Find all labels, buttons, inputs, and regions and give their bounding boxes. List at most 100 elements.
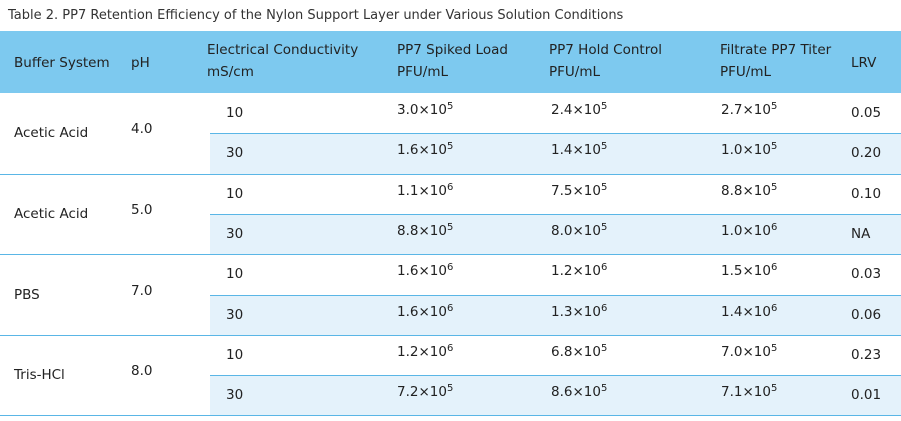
row-shade — [210, 375, 901, 416]
exponent: 6 — [446, 302, 454, 314]
row-shade — [210, 213, 901, 255]
lrv-cell: 0.03 — [851, 266, 882, 283]
group-divider — [0, 415, 901, 417]
group-divider — [0, 173, 901, 175]
table-title: Table 2. PP7 Retention Efficiency of the… — [8, 8, 624, 23]
conductivity-cell: 30 — [226, 387, 244, 404]
sci-value: 1.2×106 — [397, 343, 453, 360]
sci-value: 8.6×105 — [551, 383, 607, 400]
sci-value: 3.0×105 — [397, 101, 453, 118]
ph-cell: 8.0 — [131, 363, 153, 380]
lrv-cell: 0.20 — [851, 145, 882, 162]
sci-value: 8.8×105 — [397, 222, 453, 239]
mantissa: 1.1×10 — [397, 182, 447, 199]
exponent: 6 — [770, 262, 778, 274]
row-divider — [210, 133, 901, 135]
row-divider — [210, 294, 901, 296]
exponent: 6 — [446, 262, 454, 274]
header-cell: PP7 Spiked Load — [397, 42, 508, 58]
header-cell: PP7 Hold Control — [549, 42, 662, 58]
mantissa: 1.0×10 — [721, 222, 771, 239]
exponent: 5 — [600, 141, 608, 153]
sci-value: 7.5×105 — [551, 182, 607, 199]
header-cell: PFU/mL — [720, 64, 772, 80]
mantissa: 1.2×10 — [551, 263, 601, 280]
exponent: 5 — [600, 181, 608, 193]
sci-value: 1.6×106 — [397, 262, 453, 279]
conductivity-cell: 30 — [226, 145, 244, 162]
exponent: 6 — [600, 262, 608, 274]
sci-value: 7.0×105 — [721, 343, 777, 360]
lrv-cell: NA — [851, 225, 871, 242]
exponent: 5 — [600, 221, 608, 233]
sci-value: 1.6×106 — [397, 303, 453, 320]
row-divider — [210, 213, 901, 215]
mantissa: 8.8×10 — [397, 222, 447, 239]
sci-value: 1.4×105 — [551, 141, 607, 158]
conductivity-cell: 10 — [226, 105, 244, 121]
mantissa: 1.0×10 — [721, 142, 771, 159]
exponent: 5 — [446, 101, 454, 112]
mantissa: 1.6×10 — [397, 142, 447, 159]
sci-value: 7.1×105 — [721, 383, 777, 400]
sci-value: 2.7×105 — [721, 101, 777, 118]
group-divider — [0, 334, 901, 336]
conductivity-cell: 30 — [226, 225, 244, 242]
buffer-cell: Tris-HCl — [14, 367, 65, 384]
mantissa: 1.3×10 — [551, 303, 601, 320]
ph-cell: 4.0 — [131, 121, 153, 138]
sci-value: 1.0×105 — [721, 141, 777, 158]
exponent: 6 — [770, 221, 778, 233]
header-cell: PFU/mL — [549, 64, 601, 80]
mantissa: 2.4×10 — [551, 102, 601, 118]
conductivity-cell: 10 — [226, 185, 244, 202]
sci-value: 1.1×106 — [397, 182, 453, 199]
mantissa: 7.0×10 — [721, 343, 771, 360]
buffer-cell: PBS — [14, 286, 40, 303]
header-cell: LRV — [851, 55, 877, 71]
mantissa: 6.8×10 — [551, 343, 601, 360]
sci-value: 1.4×106 — [721, 303, 777, 320]
buffer-cell: Acetic Acid — [14, 205, 89, 222]
header-cell: mS/cm — [207, 64, 254, 80]
exponent: 5 — [600, 101, 608, 112]
exponent: 5 — [770, 101, 778, 112]
conductivity-cell: 30 — [226, 306, 244, 323]
header-cell: Buffer System — [14, 55, 110, 71]
mantissa: 1.6×10 — [397, 263, 447, 280]
sci-value: 1.2×106 — [551, 262, 607, 279]
exponent: 5 — [770, 342, 778, 354]
mantissa: 8.0×10 — [551, 222, 601, 239]
ph-cell: 7.0 — [131, 282, 153, 299]
sci-value: 7.2×105 — [397, 383, 453, 400]
exponent: 6 — [600, 302, 608, 314]
sci-value: 2.4×105 — [551, 101, 607, 118]
mantissa: 7.1×10 — [721, 384, 771, 401]
header-cell: Electrical Conductivity — [207, 42, 359, 58]
mantissa: 1.4×10 — [551, 142, 601, 159]
mantissa: 1.4×10 — [721, 303, 771, 320]
sci-value: 1.6×105 — [397, 141, 453, 158]
exponent: 5 — [446, 221, 454, 233]
header-cell: Filtrate PP7 Titer — [720, 42, 832, 58]
ph-cell: 5.0 — [131, 201, 153, 218]
mantissa: 7.2×10 — [397, 384, 447, 401]
header-row — [0, 31, 901, 93]
sci-value: 8.8×105 — [721, 182, 777, 199]
buffer-cell: Acetic Acid — [14, 125, 89, 142]
mantissa: 1.5×10 — [721, 263, 771, 280]
lrv-cell: 0.23 — [851, 346, 882, 363]
exponent: 5 — [600, 383, 608, 395]
mantissa: 1.6×10 — [397, 303, 447, 320]
exponent: 5 — [446, 383, 454, 395]
exponent: 6 — [770, 302, 778, 314]
mantissa: 7.5×10 — [551, 182, 601, 199]
row-shade — [210, 133, 901, 174]
mantissa: 2.7×10 — [721, 102, 771, 118]
exponent: 5 — [770, 141, 778, 153]
sci-value: 1.5×106 — [721, 262, 777, 279]
lrv-cell: 0.10 — [851, 185, 882, 202]
mantissa: 3.0×10 — [397, 102, 447, 118]
mantissa: 8.8×10 — [721, 182, 771, 199]
